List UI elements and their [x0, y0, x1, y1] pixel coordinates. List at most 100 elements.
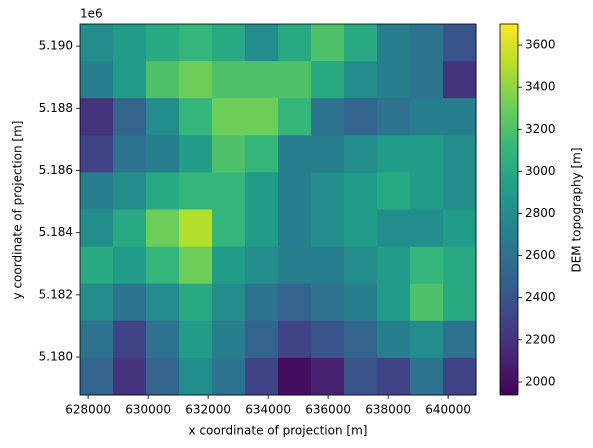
cell: [443, 246, 477, 285]
cell: [311, 283, 345, 322]
cell: [278, 98, 312, 136]
cell: [377, 172, 411, 210]
colorbar-tick-label: 2600: [525, 248, 556, 262]
cell: [443, 357, 477, 396]
cell: [311, 61, 345, 99]
cell: [80, 172, 114, 210]
cell: [278, 172, 312, 210]
cell: [311, 246, 345, 285]
cell: [443, 61, 477, 99]
cell: [146, 98, 180, 136]
cell: [344, 357, 378, 396]
cell: [245, 283, 279, 322]
cell: [377, 209, 411, 248]
colorbar-tick-label: 2400: [525, 290, 556, 304]
x-tick-label: 628000: [65, 403, 111, 417]
cell: [278, 135, 312, 173]
cell: [377, 357, 411, 396]
cell: [80, 209, 114, 248]
axes-frame: [79, 23, 477, 396]
cell: [377, 24, 411, 62]
cell: [443, 98, 477, 136]
cell: [179, 61, 213, 99]
cell: [179, 283, 213, 322]
cell: [410, 135, 444, 173]
cell: [377, 61, 411, 99]
colorbar-label: DEM topography [m]: [570, 147, 584, 272]
cell: [212, 209, 246, 248]
cell: [443, 209, 477, 248]
cell: [344, 209, 378, 248]
cell: [278, 209, 312, 248]
x-axis-label: x coordinate of projection [m]: [189, 424, 368, 438]
colorbar-tick-label: 3600: [525, 38, 556, 52]
cell: [113, 357, 147, 396]
cell: [443, 283, 477, 322]
cell: [377, 320, 411, 359]
cell: [245, 61, 279, 99]
y-tick-label: 5.180: [39, 350, 73, 364]
cell: [443, 172, 477, 210]
cell: [212, 357, 246, 396]
cell: [377, 283, 411, 322]
cell: [212, 24, 246, 62]
cell: [410, 61, 444, 99]
cell: [113, 98, 147, 136]
cell: [113, 246, 147, 285]
cell: [245, 172, 279, 210]
cell: [179, 246, 213, 285]
cell: [410, 209, 444, 248]
x-tick-label: 640000: [425, 403, 471, 417]
cell: [245, 320, 279, 359]
cell: [410, 246, 444, 285]
cell: [344, 320, 378, 359]
cell: [410, 172, 444, 210]
cell: [146, 61, 180, 99]
cell: [80, 24, 114, 62]
y-tick-label: 5.184: [39, 225, 73, 239]
cell: [311, 357, 345, 396]
cell: [443, 320, 477, 359]
cell: [278, 61, 312, 99]
cell: [344, 283, 378, 322]
cell: [443, 135, 477, 173]
cell: [245, 209, 279, 248]
y-tick-label: 5.188: [39, 101, 73, 115]
cell: [311, 24, 345, 62]
cell: [245, 24, 279, 62]
cell: [311, 172, 345, 210]
cell: [179, 24, 213, 62]
cell: [80, 320, 114, 359]
cell: [410, 283, 444, 322]
cell: [146, 135, 180, 173]
cell: [179, 135, 213, 173]
cell: [311, 98, 345, 136]
cell: [245, 135, 279, 173]
cell: [80, 135, 114, 173]
cell: [146, 24, 180, 62]
cell: [344, 24, 378, 62]
colorbar-tick-label: 2800: [525, 206, 556, 220]
cell: [278, 320, 312, 359]
cell: [245, 357, 279, 396]
y-tick-label: 5.186: [39, 163, 73, 177]
cell: [311, 320, 345, 359]
x-tick-label: 634000: [245, 403, 291, 417]
y-offset-label: 1e6: [80, 7, 103, 21]
cell: [344, 172, 378, 210]
cell: [146, 172, 180, 210]
cell: [212, 61, 246, 99]
cell: [146, 209, 180, 248]
cell: [146, 357, 180, 396]
colorbar-tick-label: 2200: [525, 332, 556, 346]
cell: [245, 98, 279, 136]
x-tick-label: 638000: [365, 403, 411, 417]
cell: [344, 246, 378, 285]
cell: [146, 283, 180, 322]
cell: [80, 98, 114, 136]
cell: [212, 246, 246, 285]
cell: [113, 135, 147, 173]
cell: [179, 98, 213, 136]
cell: [410, 320, 444, 359]
